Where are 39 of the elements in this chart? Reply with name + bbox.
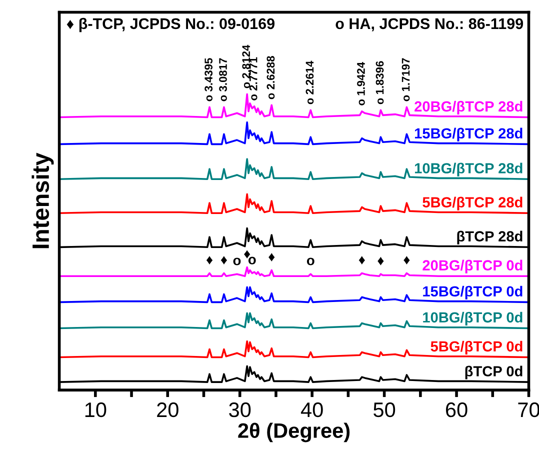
series-label: βTCP 28d: [457, 230, 522, 244]
annotation: ♦: [244, 250, 250, 259]
annotation: o 2.6288: [266, 56, 275, 100]
annotation: o 2.2614: [306, 60, 314, 104]
x-tick-label: 10: [85, 402, 106, 418]
series-label: 15BG/βTCP 28d: [414, 128, 522, 142]
series-label: 10BG/βTCP 28d: [414, 162, 522, 176]
annotation: ♦: [206, 256, 213, 264]
x-tick-label: 40: [300, 402, 323, 418]
annotation: ♦: [268, 253, 275, 262]
y-axis-title: Intensity: [32, 152, 54, 248]
x-tick-label: 60: [446, 402, 468, 418]
annotation: o 1.7197: [402, 58, 410, 102]
annotation: ♦: [220, 256, 228, 264]
annotation: o: [233, 258, 241, 266]
series-label: 20BG/βTCP 28d: [414, 100, 522, 114]
annotation: o 3.4395: [204, 58, 213, 102]
x-tick-label: 30: [229, 402, 251, 418]
x-tick-label: 20: [157, 402, 178, 418]
annotation: o 1.9424: [357, 62, 365, 106]
text: ♦ β-TCP, JCPDS No.: 09-0169: [66, 18, 274, 32]
series-label: βTCP 0d: [465, 366, 522, 380]
series-label: 15BG/βTCP 0d: [423, 286, 522, 300]
annotation: o 2.8124: [242, 44, 250, 88]
series-label: 5BG/βTCP 28d: [422, 196, 522, 210]
annotation: ♦: [378, 256, 384, 266]
annotation: o: [248, 256, 256, 264]
series-label: 10BG/βTCP 0d: [423, 312, 522, 326]
x-axis-title: 2θ (Degree): [238, 422, 350, 442]
text: o HA, JCPDS No.: 86-1199: [336, 18, 524, 32]
series-label: 20BG/βTCP 0d: [422, 260, 522, 274]
annotation: o 1.8396: [376, 61, 384, 104]
annotation: o 2.7771: [249, 57, 258, 100]
x-tick-label: 50: [374, 402, 396, 418]
annotation: o 3.0817: [219, 58, 227, 102]
annotation: ♦: [358, 256, 366, 264]
annotation: ♦: [404, 256, 410, 264]
annotation: o: [306, 258, 314, 266]
series-label: 5BG/βTCP 0d: [430, 340, 522, 354]
